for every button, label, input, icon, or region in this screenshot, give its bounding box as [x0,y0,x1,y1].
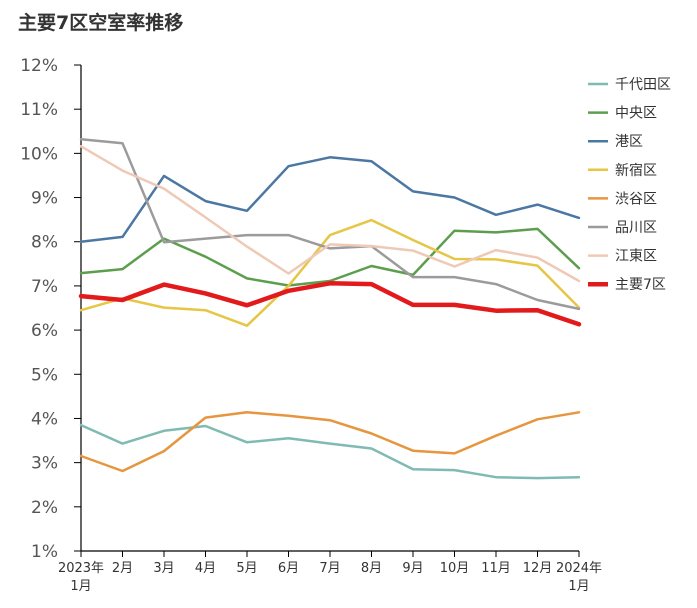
legend-label: 江東区 [615,249,657,265]
series-line [79,145,581,283]
x-tick-label: 2月 [112,561,133,576]
y-tick-label: 12% [20,56,58,76]
x-tick-label: 4月 [195,561,216,576]
y-tick-label: 7% [31,277,58,297]
y-tick-label: 10% [20,144,58,164]
x-tick-label: 7月 [319,561,340,576]
y-axis: 1% 2% 3% 4% 5% 6% 7% 8% 9% 10% 11% 12% [20,56,82,562]
series-line [79,411,581,473]
y-tick-label: 5% [31,365,58,385]
y-tick-label: 4% [31,409,58,429]
x-tick-label: 11月 [481,561,511,576]
chart-title: 主要7区空室率推移 [18,12,184,34]
legend-label: 中央区 [615,106,657,122]
y-tick-label: 11% [20,100,58,120]
series-line [79,137,581,311]
y-tick-label: 9% [31,189,58,209]
y-tick-label: 1% [31,542,58,562]
x-tick-label: 3月 [153,561,174,576]
y-tick-label: 2% [31,498,58,518]
series-line [78,281,582,327]
x-tick-label: 12月 [523,561,553,576]
x-tick-label: 1月 [70,579,91,594]
x-tick-label: 2023年 [58,561,104,576]
legend-label: 渋谷区 [615,191,657,207]
x-tick-label: 9月 [402,561,423,576]
series-line [79,227,581,287]
x-tick-label: 6月 [278,561,299,576]
y-tick-label: 6% [31,321,58,341]
legend-label: 千代田区 [615,77,671,93]
series-line [79,423,581,480]
x-tick-label: 2024年 [556,561,602,576]
series-line [79,218,581,327]
y-tick-label: 3% [31,454,58,474]
x-tick-label: 8月 [361,561,382,576]
x-tick-label: 5月 [236,561,257,576]
x-tick-label: 10月 [440,561,470,576]
series-line [79,156,581,243]
x-tick-label: 1月 [568,579,589,594]
x-axis: 2023年 1月 2月 3月 4月 5月 6月 7月 8月 9月 10月 11月 12月 2024年 1月 [58,550,602,594]
series-lines [78,137,582,480]
y-tick-label: 8% [31,233,58,253]
legend-label: 主要7区 [615,277,666,293]
legend-label: 品川区 [615,220,657,236]
legend-label: 港区 [615,134,643,150]
legend-label: 新宿区 [615,162,657,179]
